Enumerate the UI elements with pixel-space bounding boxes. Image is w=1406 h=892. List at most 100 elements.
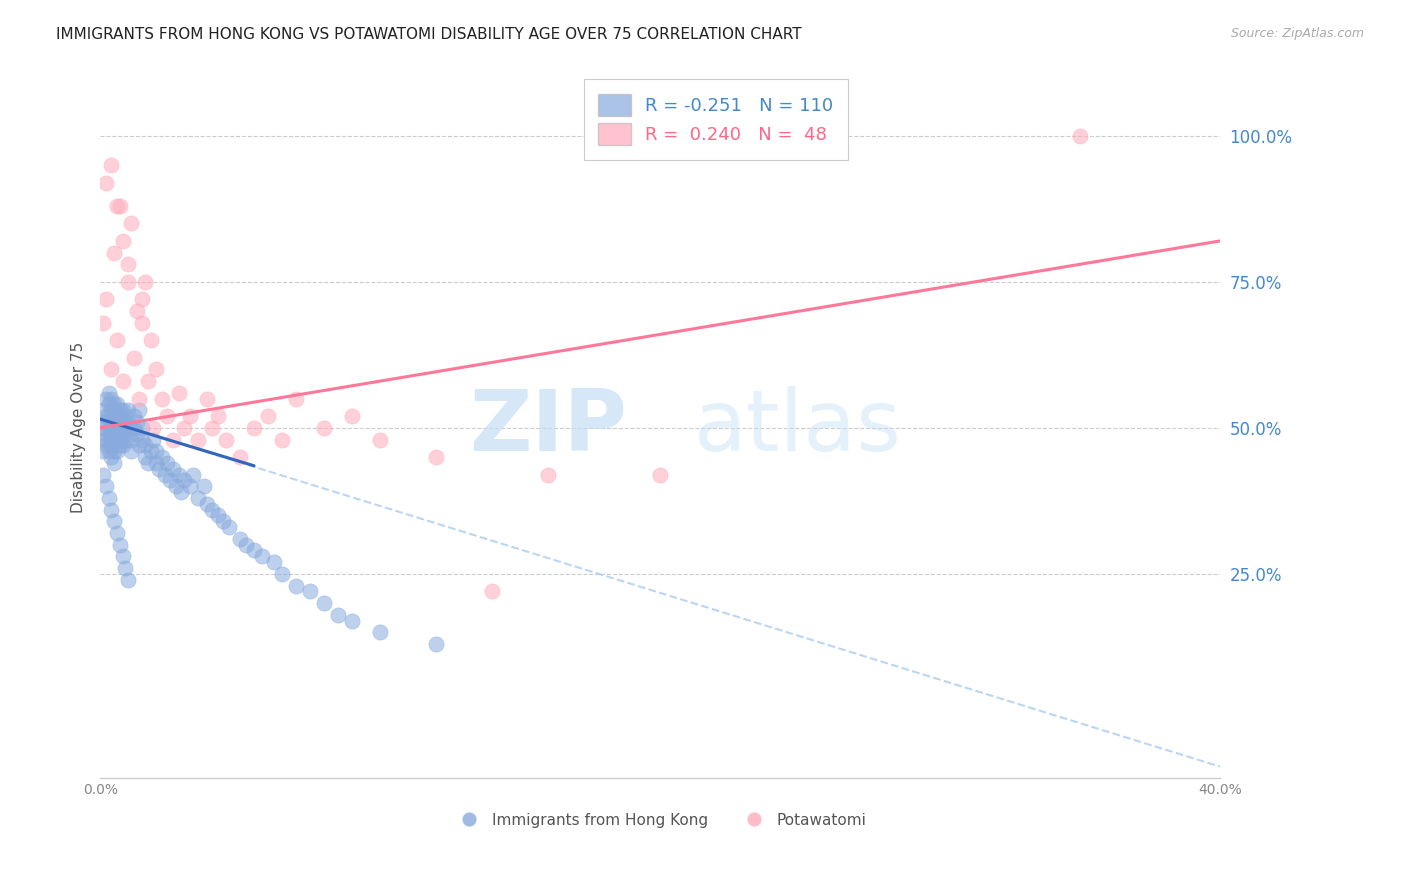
Point (100, 450, 122, 464)
Point (108, 421, 131, 435)
Point (201, 421, 224, 435)
Point (94, 479, 117, 493)
Point (131, 433, 153, 447)
Point (100, 502, 122, 516)
Point (94, 438, 117, 452)
Point (139, 333, 162, 347)
Point (425, 450, 447, 464)
Point (120, 421, 142, 435)
Point (195, 497, 218, 511)
Point (167, 385, 190, 400)
Point (97, 421, 120, 435)
Point (229, 532, 252, 546)
Point (111, 415, 134, 429)
Point (134, 275, 156, 289)
Point (150, 450, 173, 464)
Point (128, 438, 150, 452)
Point (105, 421, 128, 435)
Point (120, 444, 142, 458)
Point (207, 409, 229, 424)
Point (170, 485, 193, 500)
Point (105, 433, 128, 447)
Point (117, 426, 139, 441)
Point (243, 421, 266, 435)
Point (103, 444, 125, 458)
Point (103, 415, 125, 429)
Point (162, 461, 184, 475)
Point (94, 392, 117, 406)
Point (212, 514, 235, 528)
Point (145, 456, 167, 470)
Point (108, 199, 131, 213)
Point (425, 637, 447, 651)
Point (103, 421, 125, 435)
Point (117, 257, 139, 271)
Point (103, 409, 125, 424)
Point (103, 245, 125, 260)
Point (201, 502, 224, 516)
Point (537, 467, 560, 482)
Point (114, 409, 136, 424)
Point (131, 293, 153, 307)
Point (111, 549, 134, 564)
Text: Source: ZipAtlas.com: Source: ZipAtlas.com (1230, 27, 1364, 40)
Point (111, 403, 134, 417)
Point (162, 433, 184, 447)
Point (312, 596, 335, 610)
Point (100, 403, 122, 417)
Point (105, 199, 128, 213)
Point (368, 625, 391, 640)
Point (97, 491, 120, 505)
Point (136, 456, 159, 470)
Point (117, 403, 139, 417)
Point (105, 397, 128, 411)
Point (181, 467, 204, 482)
Point (97, 409, 120, 424)
Point (128, 392, 150, 406)
Point (207, 508, 229, 523)
Point (122, 351, 145, 365)
Point (193, 479, 215, 493)
Point (108, 433, 131, 447)
Point (165, 479, 187, 493)
Point (340, 409, 363, 424)
Point (156, 409, 179, 424)
Point (218, 520, 240, 534)
Point (103, 403, 125, 417)
Point (179, 479, 201, 493)
Point (97, 397, 120, 411)
Point (136, 374, 159, 388)
Point (145, 362, 167, 376)
Point (257, 409, 280, 424)
Point (94, 409, 117, 424)
Point (117, 275, 139, 289)
Point (340, 614, 363, 628)
Point (122, 421, 145, 435)
Point (100, 415, 122, 429)
Point (100, 362, 122, 376)
Point (139, 444, 162, 458)
Point (103, 514, 125, 528)
Point (111, 234, 134, 248)
Point (97, 385, 120, 400)
Point (108, 538, 131, 552)
Point (128, 403, 150, 417)
Point (120, 216, 142, 230)
Point (91, 403, 114, 417)
Point (117, 415, 139, 429)
Point (125, 415, 148, 429)
Point (1069, 128, 1091, 143)
Point (103, 456, 125, 470)
Text: atlas: atlas (693, 386, 901, 469)
Legend: Immigrants from Hong Kong, Potawatomi: Immigrants from Hong Kong, Potawatomi (447, 806, 873, 834)
Point (105, 444, 128, 458)
Point (285, 392, 308, 406)
Point (153, 467, 176, 482)
Point (103, 397, 125, 411)
Point (105, 409, 128, 424)
Point (97, 444, 120, 458)
Point (131, 316, 153, 330)
Point (326, 607, 349, 622)
Point (159, 474, 181, 488)
Point (131, 421, 153, 435)
